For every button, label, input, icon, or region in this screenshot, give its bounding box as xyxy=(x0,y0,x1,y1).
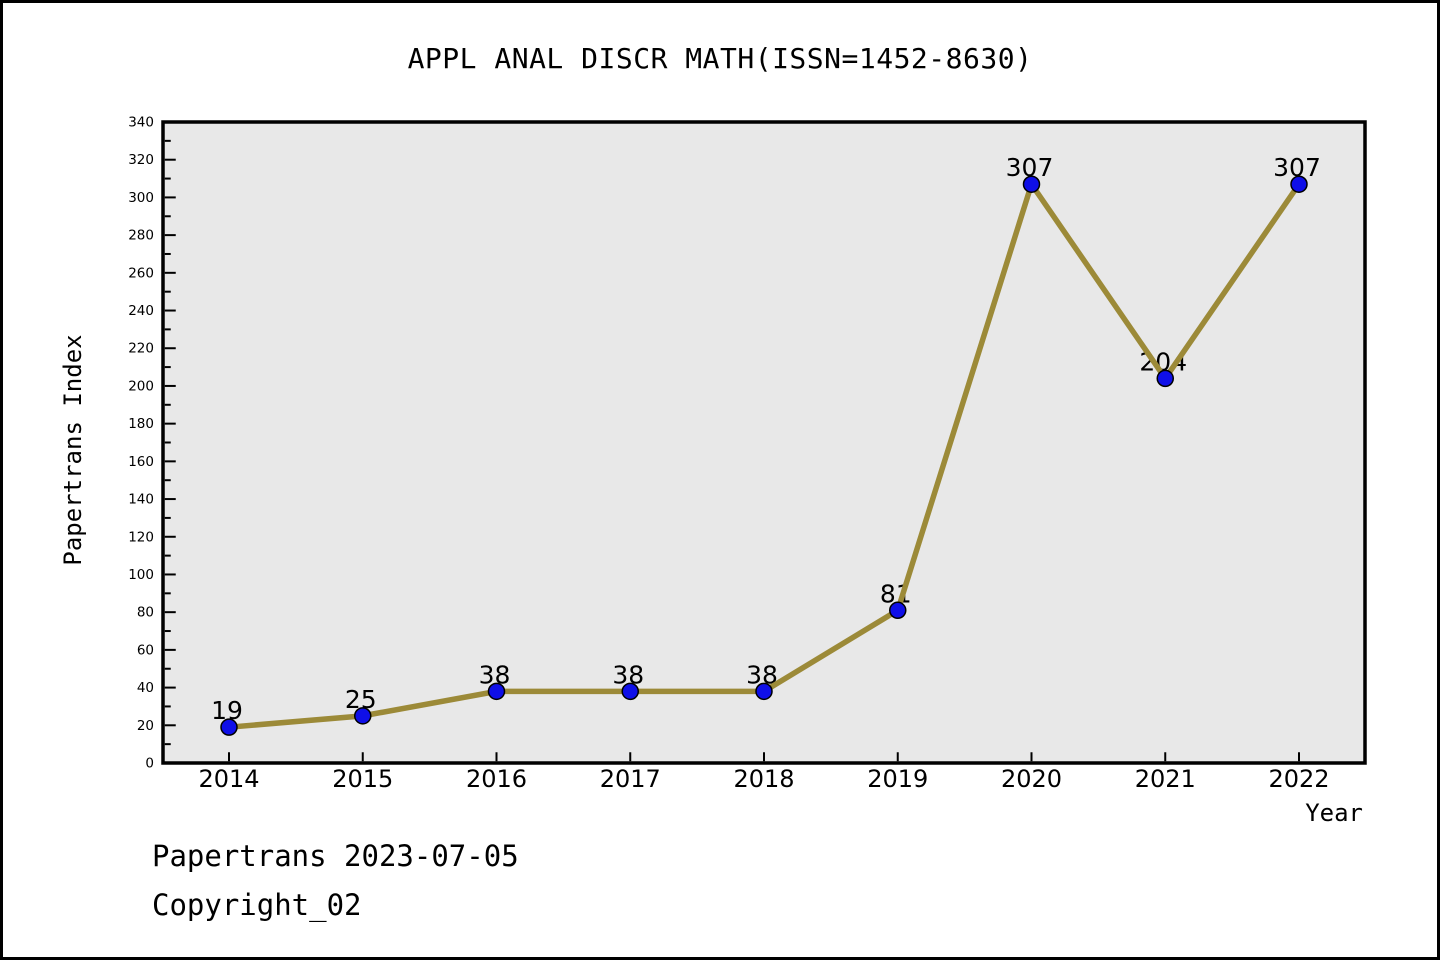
svg-text:2015: 2015 xyxy=(332,765,393,793)
data-point-marker xyxy=(220,718,238,736)
x-axis-tick-labels: 2014 2015 2016 2017 2018 2019 2020 2021 2022 xyxy=(198,765,1329,793)
line-chart: 0 20 40 60 80 100 120 140 160 180 200 220 240 260 280 3… xyxy=(59,115,1367,827)
data-point-marker xyxy=(621,682,639,701)
data-point-marker xyxy=(889,601,907,620)
plot-area xyxy=(163,122,1365,763)
svg-text:2014: 2014 xyxy=(198,765,259,793)
svg-text:160: 160 xyxy=(128,454,154,470)
svg-text:140: 140 xyxy=(128,492,154,508)
svg-text:2020: 2020 xyxy=(1001,765,1062,793)
svg-text:0: 0 xyxy=(145,756,154,772)
svg-text:340: 340 xyxy=(128,115,154,131)
svg-text:240: 240 xyxy=(128,303,154,319)
svg-text:2017: 2017 xyxy=(600,765,661,793)
footer-copyright: Copyright_02 xyxy=(152,888,362,922)
series-markers xyxy=(220,175,1308,736)
svg-text:80: 80 xyxy=(137,605,154,621)
plot-spines xyxy=(161,120,1367,765)
data-point-marker xyxy=(1290,175,1308,193)
x-axis-label: Year xyxy=(1305,799,1363,827)
data-point-marker xyxy=(1156,369,1174,388)
svg-text:60: 60 xyxy=(137,642,154,658)
svg-text:300: 300 xyxy=(128,190,154,206)
chart-title: APPL ANAL DISCR MATH(ISSN=1452-8630) xyxy=(407,42,1033,75)
svg-text:2016: 2016 xyxy=(466,765,527,793)
svg-text:120: 120 xyxy=(128,529,154,545)
svg-text:2019: 2019 xyxy=(867,765,928,793)
y-axis-label: Papertrans Index xyxy=(59,334,87,565)
data-point-marker xyxy=(354,707,372,725)
svg-text:280: 280 xyxy=(128,228,154,244)
footer-source-date: Papertrans 2023-07-05 xyxy=(152,839,519,873)
data-point-marker xyxy=(755,682,773,701)
svg-text:260: 260 xyxy=(128,265,154,281)
svg-text:40: 40 xyxy=(137,680,154,696)
svg-text:20: 20 xyxy=(137,718,154,734)
x-axis-ticks xyxy=(228,752,1300,762)
data-point-marker xyxy=(487,682,506,701)
svg-text:100: 100 xyxy=(128,567,154,583)
svg-text:200: 200 xyxy=(128,378,154,394)
svg-text:2018: 2018 xyxy=(733,765,794,793)
svg-text:2022: 2022 xyxy=(1268,765,1329,793)
svg-text:220: 220 xyxy=(128,341,154,357)
y-axis-tick-labels: 0 20 40 60 80 100 120 140 160 180 200 220 240 260 280 3… xyxy=(128,115,154,772)
svg-text:180: 180 xyxy=(128,416,154,432)
svg-text:2021: 2021 xyxy=(1135,765,1196,793)
svg-text:320: 320 xyxy=(128,152,154,168)
data-point-marker xyxy=(1022,175,1041,193)
